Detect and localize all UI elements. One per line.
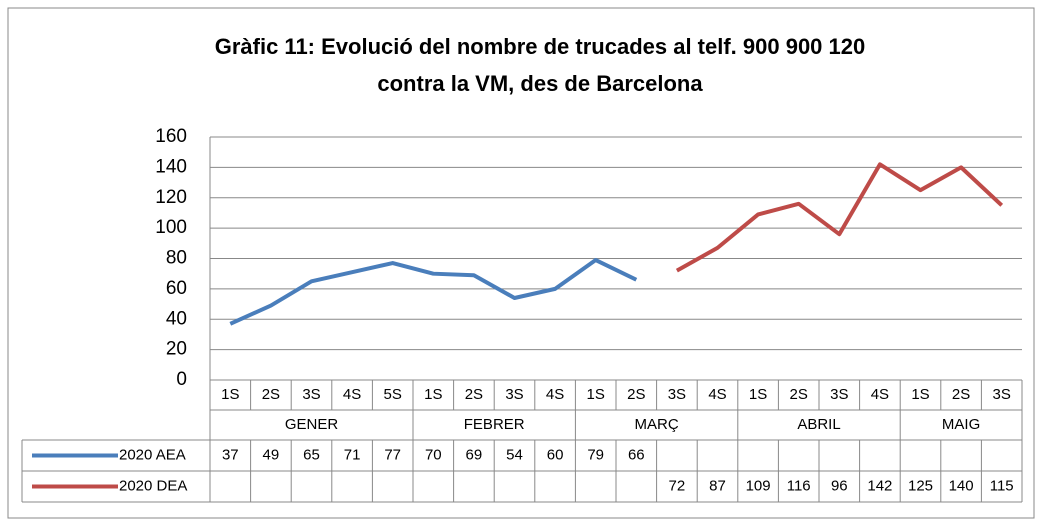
y-tick-label: 40 [166, 308, 187, 329]
data-table-value: 49 [263, 446, 280, 463]
series-line [675, 162, 1004, 273]
data-table-value: 109 [746, 477, 771, 494]
data-table-value: 69 [466, 446, 483, 463]
series-line [229, 258, 638, 326]
data-table-value: 71 [344, 446, 361, 463]
data-table-value: 142 [867, 477, 892, 494]
x-tick-label: 1S [221, 386, 239, 403]
y-tick-label: 80 [166, 248, 187, 269]
data-table-value: 96 [831, 477, 848, 494]
data-table-value: 79 [587, 446, 604, 463]
data-table-value: 77 [384, 446, 401, 463]
legend-label: 2020 DEA [119, 477, 187, 494]
data-table-value: 66 [628, 446, 645, 463]
data-table-value: 37 [222, 446, 239, 463]
x-tick-label: 4S [343, 386, 361, 403]
data-table-value: 115 [990, 477, 1014, 494]
y-tick-label: 100 [155, 217, 187, 238]
y-tick-label: 60 [166, 278, 187, 299]
y-tick-label: 120 [155, 187, 187, 208]
data-table-value: 140 [949, 477, 974, 494]
y-tick-label: 140 [155, 156, 187, 177]
x-tick-label: 2S [952, 386, 970, 403]
x-tick-label: 1S [424, 386, 442, 403]
x-tick-label: 4S [708, 386, 726, 403]
data-table-value: 65 [303, 446, 320, 463]
data-table-value: 125 [908, 477, 933, 494]
group-label: MARÇ [635, 416, 679, 433]
x-tick-label: 4S [871, 386, 889, 403]
y-tick-label: 160 [155, 126, 187, 147]
x-tick-label: 3S [505, 386, 523, 403]
y-tick-label: 20 [166, 339, 187, 360]
x-tick-label: 1S [749, 386, 767, 403]
x-tick-label: 2S [790, 386, 808, 403]
group-label: MAIG [942, 416, 980, 433]
data-table-value: 70 [425, 446, 442, 463]
chart-frame [7, 7, 1035, 519]
data-table-value: 116 [787, 477, 811, 494]
chart-title: contra la VM, des de Barcelona [377, 71, 703, 96]
x-tick-label: 4S [546, 386, 564, 403]
group-label: ABRIL [797, 416, 840, 433]
x-tick-label: 3S [993, 386, 1011, 403]
x-tick-label: 1S [587, 386, 605, 403]
y-tick-label: 0 [176, 369, 187, 390]
group-label: GENER [285, 416, 339, 433]
x-tick-label: 3S [668, 386, 686, 403]
data-table-value: 60 [547, 446, 564, 463]
x-tick-label: 1S [911, 386, 929, 403]
x-tick-label: 3S [302, 386, 320, 403]
x-tick-label: 2S [465, 386, 483, 403]
group-label: FEBRER [464, 416, 525, 433]
x-tick-label: 5S [384, 386, 402, 403]
data-table-value: 87 [709, 477, 726, 494]
x-tick-label: 3S [830, 386, 848, 403]
x-tick-label: 2S [627, 386, 645, 403]
data-table-value: 54 [506, 446, 523, 463]
legend-label: 2020 AEA [119, 446, 186, 463]
data-table-value: 72 [669, 477, 686, 494]
chart-title: Gràfic 11: Evolució del nombre de trucad… [215, 34, 866, 59]
x-tick-label: 2S [262, 386, 280, 403]
